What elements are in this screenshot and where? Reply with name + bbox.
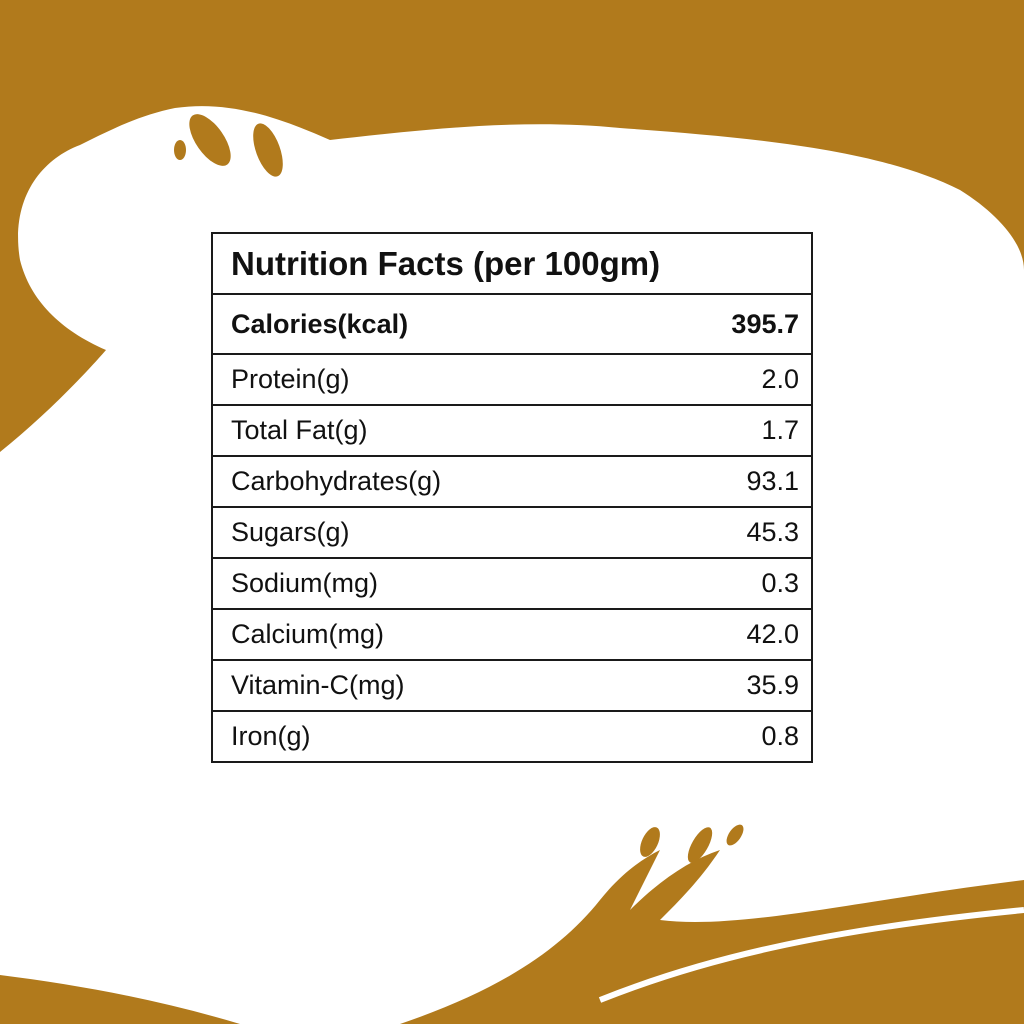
table-title-row: Nutrition Facts (per 100gm) [211, 232, 813, 295]
nutrient-value: 395.7 [636, 293, 814, 355]
nutrient-value: 42.0 [636, 608, 814, 661]
splash-drop-1 [189, 114, 231, 166]
splash-drop-3 [174, 140, 186, 160]
swoosh-highlight [598, 907, 1024, 1003]
splash-drop-6 [726, 824, 744, 846]
nutrient-value: 0.8 [636, 710, 814, 763]
table-row-total-fat: Total Fat(g) 1.7 [211, 404, 814, 457]
nutrient-value: 2.0 [636, 353, 814, 406]
nutrient-value: 93.1 [636, 455, 814, 508]
nutrient-value: 0.3 [636, 557, 814, 610]
splash-drop-5 [687, 827, 713, 863]
table-row-calcium: Calcium(mg) 42.0 [211, 608, 814, 661]
table-row-sugars: Sugars(g) 45.3 [211, 506, 814, 559]
nutrient-value: 35.9 [636, 659, 814, 712]
nutrient-label: Sodium(mg) [211, 557, 637, 610]
nutrient-label: Protein(g) [211, 353, 637, 406]
nutrition-facts-table: Nutrition Facts (per 100gm) Calories(kca… [211, 232, 814, 763]
splash-drop-4 [640, 827, 660, 857]
nutrient-label: Calories(kcal) [211, 293, 637, 355]
nutrient-label: Vitamin-C(mg) [211, 659, 637, 712]
nutrient-value: 1.7 [636, 404, 814, 457]
table-row-sodium: Sodium(mg) 0.3 [211, 557, 814, 610]
nutrition-facts-title: Nutrition Facts (per 100gm) [211, 232, 813, 295]
table-row-vitamin-c: Vitamin-C(mg) 35.9 [211, 659, 814, 712]
nutrient-label: Sugars(g) [211, 506, 637, 559]
table-row-carbohydrates: Carbohydrates(g) 93.1 [211, 455, 814, 508]
brown-swoosh-shape [400, 850, 1024, 1024]
nutrient-label: Carbohydrates(g) [211, 455, 637, 508]
table-row-iron: Iron(g) 0.8 [211, 710, 814, 763]
nutrient-label: Total Fat(g) [211, 404, 637, 457]
splash-drop-2 [253, 123, 283, 177]
nutrient-label: Calcium(mg) [211, 608, 637, 661]
nutrient-value: 45.3 [636, 506, 814, 559]
table-row-calories: Calories(kcal) 395.7 [211, 293, 814, 355]
nutrient-label: Iron(g) [211, 710, 637, 763]
table-row-protein: Protein(g) 2.0 [211, 353, 814, 406]
